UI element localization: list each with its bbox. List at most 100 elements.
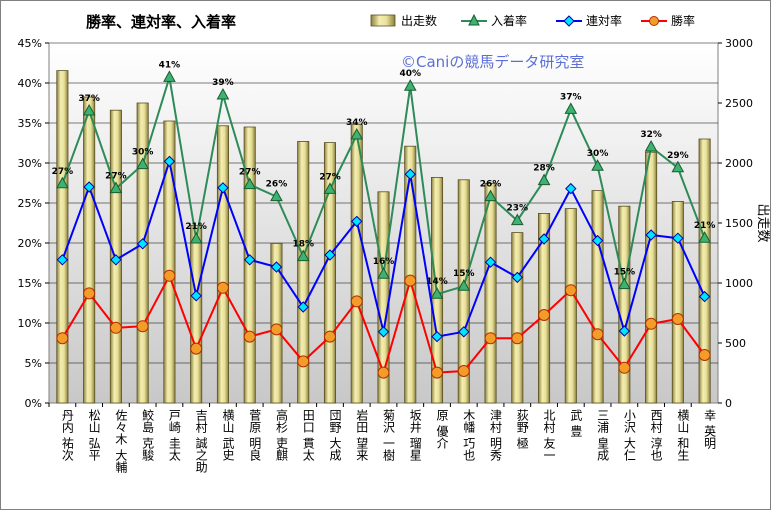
x-tick-label: 北村 友一 xyxy=(542,409,556,461)
marker-diamond xyxy=(136,238,149,250)
marker-diamond xyxy=(538,233,550,245)
bar xyxy=(270,242,283,404)
y-tick-label: 20% xyxy=(18,237,42,250)
marker-circle xyxy=(618,361,631,374)
data-label: 32% xyxy=(640,130,662,140)
x-tick-label: 西村 淳也 xyxy=(649,409,663,461)
watermark: ©Caniの競馬データ研究室 xyxy=(401,53,584,71)
marker-circle xyxy=(511,332,524,345)
marker-circle xyxy=(136,320,149,333)
x-tick-label: 団野 大成 xyxy=(328,409,342,461)
marker-diamond xyxy=(83,181,95,193)
bar xyxy=(564,208,577,404)
y-tick-label: 15% xyxy=(18,277,42,290)
data-label: 34% xyxy=(346,118,368,128)
marker-diamond xyxy=(618,325,631,337)
marker-diamond xyxy=(56,254,69,266)
marker-circle xyxy=(56,332,69,345)
marker-triangle xyxy=(698,231,711,243)
marker-circle xyxy=(484,332,497,345)
marker-triangle xyxy=(510,213,524,226)
bar xyxy=(136,102,149,404)
chart-title: 勝率、連対率、入着率 xyxy=(86,13,236,31)
marker-diamond xyxy=(351,215,363,228)
data-label: 16% xyxy=(373,257,395,267)
x-tick-label: 津村 明秀 xyxy=(489,409,503,461)
marker-triangle xyxy=(56,176,69,189)
x-tick-label: 横山 和生 xyxy=(676,409,690,461)
marker-diamond xyxy=(431,330,443,343)
marker-triangle xyxy=(82,103,96,116)
marker-triangle xyxy=(564,102,578,114)
marker-diamond xyxy=(243,254,256,266)
bar xyxy=(484,182,497,404)
legend-marker xyxy=(468,13,480,26)
marker-circle xyxy=(243,330,256,343)
y-tick-label: 25% xyxy=(18,197,42,210)
marker-circle xyxy=(457,365,470,377)
x-tick-label: 丹内 祐次 xyxy=(60,409,74,461)
legend-marker xyxy=(563,15,575,27)
marker-triangle xyxy=(644,139,658,152)
data-label: 41% xyxy=(159,60,181,70)
bar xyxy=(671,200,684,404)
marker-circle xyxy=(190,342,203,355)
x-tick-label: 横山 武史 xyxy=(221,409,235,461)
marker-circle xyxy=(404,274,417,287)
data-label: 23% xyxy=(507,204,529,214)
data-label: 37% xyxy=(78,94,100,104)
bar xyxy=(511,232,524,404)
legend-label: 勝率 xyxy=(671,13,695,28)
marker-diamond xyxy=(297,301,309,313)
x-tick-label: 菅原 明良 xyxy=(248,409,262,462)
marker-diamond xyxy=(458,326,470,338)
data-label: 26% xyxy=(480,180,502,190)
marker-triangle xyxy=(109,181,123,194)
marker-circle xyxy=(297,355,310,368)
x-axis: 丹内 祐次 松山 弘平 佐々木 大輔 鮫島 克駿 戸崎 圭太 吉村 誠之助 横山 武史 菅原 … xyxy=(48,403,717,474)
marker-diamond xyxy=(645,229,657,241)
marker-diamond xyxy=(190,290,202,302)
marker-diamond xyxy=(672,232,684,244)
data-label: 27% xyxy=(319,172,341,182)
x-tick-label: 佐々木 大輔 xyxy=(114,409,128,474)
bar xyxy=(190,224,203,404)
marker-triangle xyxy=(216,87,230,100)
marker-diamond xyxy=(511,271,524,284)
y-tick-label: 40% xyxy=(18,77,42,90)
bar xyxy=(698,138,711,404)
marker-diamond xyxy=(163,155,176,168)
marker-circle xyxy=(645,317,658,330)
y-tick-label: 35% xyxy=(18,117,42,130)
data-label: 27% xyxy=(105,172,127,182)
bar xyxy=(457,179,470,404)
bar xyxy=(297,140,310,404)
data-label: 30% xyxy=(132,148,154,158)
marker-diamond xyxy=(324,249,336,261)
x-tick-label: 松山 弘平 xyxy=(87,409,101,461)
y2-axis-label: 出走数 xyxy=(755,203,770,242)
marker-diamond xyxy=(404,168,416,180)
bar xyxy=(350,124,363,404)
marker-diamond xyxy=(217,182,229,194)
bar xyxy=(618,205,631,404)
line-series xyxy=(56,70,711,379)
data-label: 27% xyxy=(239,168,261,178)
x-tick-label: 坂井 瑠星 xyxy=(408,409,422,461)
marker-triangle xyxy=(296,249,310,262)
marker-triangle xyxy=(591,159,604,171)
legend-label: 出走数 xyxy=(401,13,437,28)
marker-triangle xyxy=(617,277,631,290)
marker-triangle xyxy=(403,79,417,91)
marker-circle xyxy=(377,366,390,379)
data-label: 40% xyxy=(399,69,421,79)
bar xyxy=(163,120,176,404)
bar xyxy=(216,125,229,404)
bar xyxy=(56,70,69,404)
data-label: 21% xyxy=(694,221,716,231)
marker-circle xyxy=(323,330,336,343)
data-label: 27% xyxy=(52,167,74,177)
marker-triangle xyxy=(136,157,150,170)
x-tick-label: 吉村 誠之助 xyxy=(194,409,208,473)
